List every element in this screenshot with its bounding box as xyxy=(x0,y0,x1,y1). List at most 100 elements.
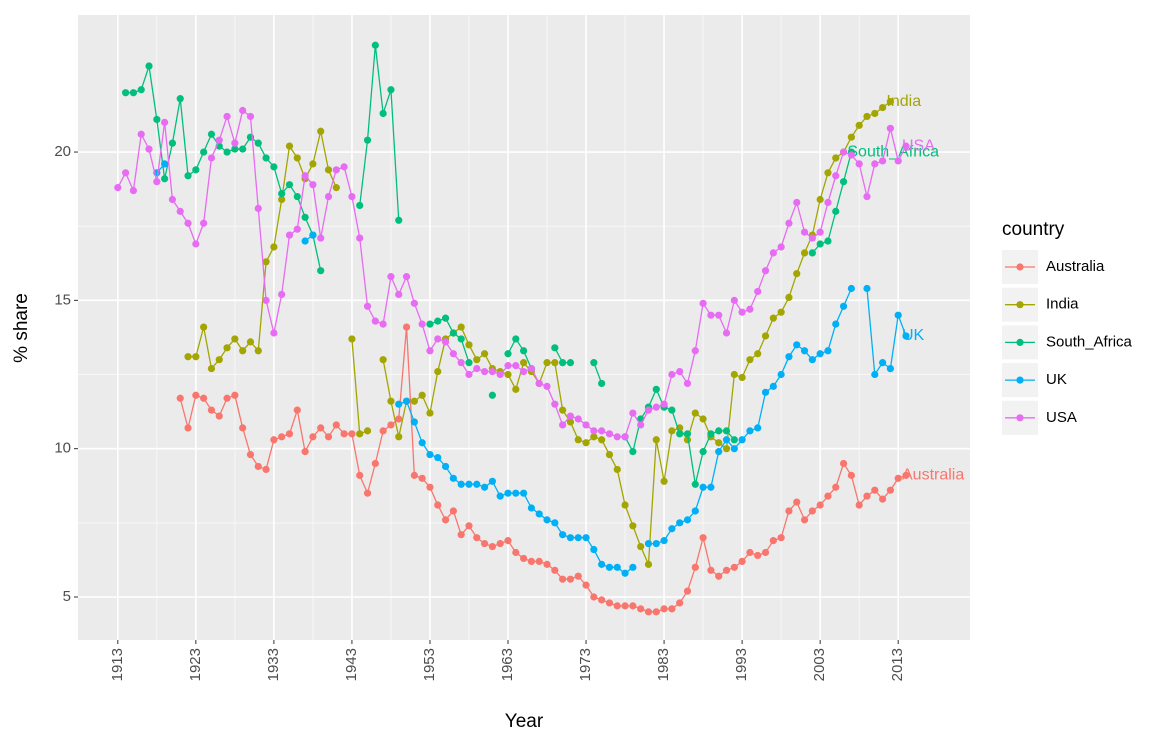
data-point xyxy=(691,347,699,355)
data-point xyxy=(480,350,489,358)
data-point xyxy=(878,103,887,112)
data-point xyxy=(137,130,145,138)
data-point xyxy=(621,602,629,610)
data-point xyxy=(317,424,325,432)
data-point xyxy=(582,421,590,429)
data-point xyxy=(551,519,559,527)
data-point xyxy=(832,172,840,180)
data-point xyxy=(582,581,590,589)
data-point xyxy=(598,427,606,435)
data-point xyxy=(395,433,403,441)
data-point xyxy=(441,314,450,322)
data-point xyxy=(769,249,777,257)
data-point xyxy=(496,539,504,548)
data-point xyxy=(652,403,660,411)
data-point xyxy=(293,192,301,201)
data-point xyxy=(465,370,473,379)
data-point xyxy=(340,430,348,438)
data-point xyxy=(200,323,208,331)
data-point xyxy=(426,483,434,491)
data-point xyxy=(683,587,692,595)
data-point xyxy=(894,157,902,165)
data-point xyxy=(574,572,582,580)
data-point xyxy=(621,501,629,509)
data-point xyxy=(379,356,387,364)
data-point xyxy=(223,344,231,352)
data-point xyxy=(324,166,333,174)
data-point xyxy=(832,483,840,491)
data-point xyxy=(605,430,614,438)
data-point xyxy=(278,290,286,299)
data-point xyxy=(441,338,450,346)
data-point xyxy=(527,504,536,512)
data-point xyxy=(793,341,801,349)
data-point xyxy=(777,243,785,251)
data-point xyxy=(410,397,418,405)
data-point xyxy=(598,436,606,444)
data-point xyxy=(691,409,699,417)
data-point xyxy=(738,557,746,565)
data-point xyxy=(676,367,684,376)
x-tick-label: 1993 xyxy=(733,648,750,681)
data-point xyxy=(598,560,606,568)
data-point xyxy=(668,605,676,613)
data-point xyxy=(387,421,395,429)
data-point xyxy=(644,406,653,414)
data-point xyxy=(293,225,301,233)
data-point xyxy=(122,169,130,177)
data-point xyxy=(231,335,239,343)
data-point xyxy=(637,605,645,613)
data-point xyxy=(777,370,785,379)
data-point xyxy=(114,184,122,192)
data-point xyxy=(761,388,770,396)
data-point xyxy=(863,492,871,500)
data-point xyxy=(871,370,879,379)
data-point xyxy=(473,480,481,488)
data-point xyxy=(902,471,910,479)
data-point xyxy=(473,534,481,542)
data-point xyxy=(566,412,575,420)
data-point xyxy=(730,563,738,571)
data-point xyxy=(379,427,387,435)
data-point xyxy=(847,284,855,293)
data-point xyxy=(816,350,824,358)
data-point xyxy=(496,370,504,379)
data-point xyxy=(488,477,496,485)
data-point xyxy=(285,231,294,239)
data-point xyxy=(754,424,762,432)
data-point xyxy=(262,465,270,474)
data-point xyxy=(886,98,894,106)
data-point xyxy=(902,332,910,340)
data-point xyxy=(707,311,715,319)
data-point xyxy=(356,471,364,479)
data-point xyxy=(652,385,660,393)
data-point xyxy=(246,338,255,346)
data-point xyxy=(722,436,731,444)
data-point xyxy=(574,415,582,423)
x-tick-label: 1973 xyxy=(577,648,594,681)
data-point xyxy=(254,204,262,213)
data-point xyxy=(239,424,247,432)
data-point xyxy=(309,231,317,239)
data-point xyxy=(730,445,738,453)
data-point xyxy=(886,486,894,494)
data-point xyxy=(551,400,559,408)
data-point xyxy=(207,154,216,162)
data-point xyxy=(434,453,442,462)
data-point xyxy=(551,566,559,574)
data-point xyxy=(520,347,528,355)
data-point xyxy=(239,347,247,355)
data-point xyxy=(512,385,520,393)
data-point xyxy=(207,364,216,373)
data-point xyxy=(738,308,746,316)
data-point xyxy=(379,109,387,118)
data-point xyxy=(715,439,723,447)
data-point xyxy=(223,112,231,121)
data-point xyxy=(699,448,707,456)
legend-point xyxy=(1016,263,1024,271)
data-point xyxy=(839,148,848,156)
x-tick-label: 2003 xyxy=(811,648,828,681)
data-point xyxy=(839,459,848,468)
data-point xyxy=(668,370,676,379)
data-point xyxy=(285,181,294,189)
